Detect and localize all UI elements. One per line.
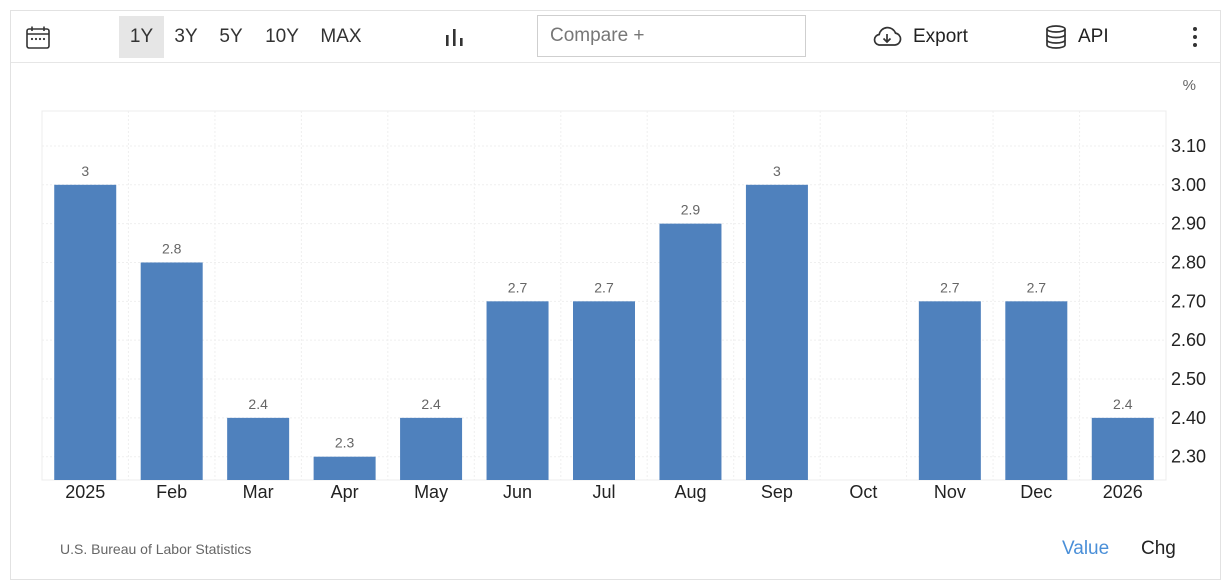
- x-tick-label: Jul: [592, 482, 615, 502]
- source-note: U.S. Bureau of Labor Statistics: [60, 541, 252, 557]
- bar[interactable]: [54, 184, 117, 481]
- bar-data-label: 3: [81, 163, 89, 179]
- bar-data-label: 2.7: [508, 279, 528, 295]
- bar[interactable]: [573, 301, 635, 480]
- api-label: API: [1078, 26, 1109, 47]
- range-10y-button[interactable]: 10Y: [265, 26, 299, 47]
- compare-input[interactable]: [537, 15, 806, 57]
- x-tick-label: Dec: [1020, 482, 1052, 502]
- x-tick-label: 2025: [65, 482, 105, 502]
- bar-data-label: 2.9: [681, 202, 701, 218]
- bar[interactable]: [659, 223, 722, 481]
- x-tick-label: Aug: [674, 482, 706, 502]
- bar-data-label: 2.7: [594, 279, 614, 295]
- bar-data-label: 2.7: [1027, 279, 1047, 295]
- y-tick-label: 2.80: [1171, 252, 1206, 272]
- database-icon: [1046, 25, 1066, 49]
- y-tick-label: 3.00: [1171, 175, 1206, 195]
- range-5y-button[interactable]: 5Y: [219, 26, 243, 47]
- x-tick-label: Apr: [331, 482, 359, 502]
- bar[interactable]: [400, 417, 463, 480]
- bar-chart-icon[interactable]: [443, 25, 467, 49]
- bar-chart: % 32.82.42.32.42.7 2.72.932.7 2.72.4 2.302…: [41, 77, 1206, 502]
- y-tick-label: 2.50: [1171, 369, 1206, 389]
- bar[interactable]: [745, 184, 808, 481]
- toolbar: 1Y 3Y 5Y 10Y MAX Export: [11, 11, 1220, 63]
- bar-data-label: 2.7: [940, 279, 960, 295]
- bar-data-label: 2.4: [1113, 396, 1133, 412]
- y-tick-label: 2.90: [1171, 214, 1206, 234]
- cloud-download-icon: [873, 26, 902, 46]
- value-mode-button[interactable]: Value: [1062, 538, 1110, 559]
- more-vertical-icon[interactable]: [1185, 25, 1205, 49]
- x-tick-label: Sep: [761, 482, 793, 502]
- range-3y-button[interactable]: 3Y: [174, 26, 198, 47]
- bar[interactable]: [227, 417, 290, 480]
- bar[interactable]: [1091, 417, 1154, 480]
- chart-bars: [54, 184, 1154, 481]
- x-tick-label: 2026: [1103, 482, 1143, 502]
- calendar-icon[interactable]: [25, 25, 51, 51]
- y-tick-label: 2.30: [1171, 447, 1206, 467]
- x-tick-label: May: [414, 482, 448, 502]
- y-tick-label: 2.60: [1171, 330, 1206, 350]
- y-tick-label: 2.70: [1171, 291, 1206, 311]
- bar[interactable]: [313, 456, 376, 480]
- export-label: Export: [913, 26, 968, 47]
- chart-data-labels: 3 2.8 2.4 2.3 2.4 2.7 2.7 2.9 3 2.7 2.7 2.4: [81, 163, 1132, 451]
- range-1y-button[interactable]: 1Y: [119, 16, 164, 58]
- bar-data-label: 2.4: [421, 396, 441, 412]
- y-tick-label: 3.10: [1171, 136, 1206, 156]
- api-button[interactable]: API: [1044, 19, 1109, 55]
- bar-data-label: 2.3: [335, 435, 355, 451]
- bar[interactable]: [1005, 301, 1068, 480]
- bar-data-label: 2.4: [248, 396, 268, 412]
- export-button[interactable]: Export: [871, 19, 968, 55]
- y-axis-ticks: 2.30 2.40 2.50 2.60 2.70 2.80 2.90 3.00 3.10: [1171, 136, 1206, 467]
- bar[interactable]: [918, 301, 981, 480]
- bar-data-label: 3: [773, 163, 781, 179]
- bar[interactable]: [486, 301, 549, 480]
- x-axis-ticks: 2025 Feb Mar Apr May Jun Jul Aug Sep Oct Nov Dec 202…: [65, 482, 1143, 502]
- y-tick-label: 2.40: [1171, 408, 1206, 428]
- range-max-button[interactable]: MAX: [320, 26, 362, 47]
- bar-data-label: 2.8: [162, 240, 182, 256]
- y-axis-unit: %: [1183, 77, 1196, 94]
- x-tick-label: Feb: [156, 482, 187, 502]
- x-tick-label: Jun: [503, 482, 532, 502]
- x-tick-label: Nov: [934, 482, 966, 502]
- x-tick-label: Oct: [849, 482, 877, 502]
- chart-widget: 1Y 3Y 5Y 10Y MAX Export: [10, 10, 1221, 580]
- bar[interactable]: [140, 262, 203, 480]
- change-mode-button[interactable]: Chg: [1141, 538, 1176, 559]
- x-tick-label: Mar: [243, 482, 274, 502]
